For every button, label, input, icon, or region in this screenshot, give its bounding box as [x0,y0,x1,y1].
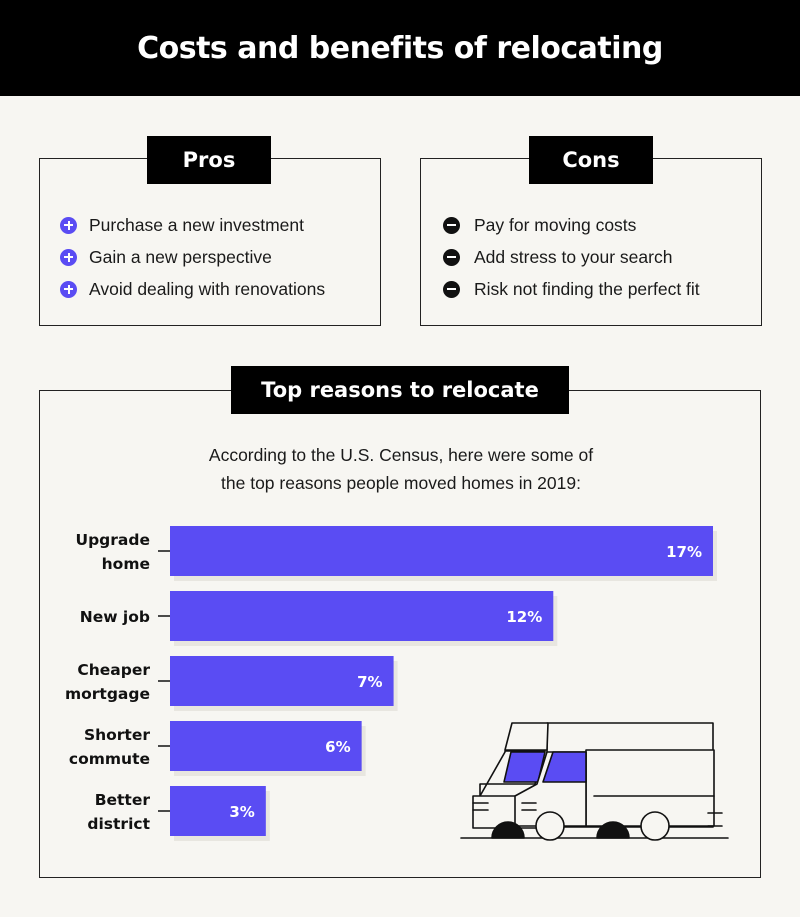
cons-item-label: Add stress to your search [474,246,673,267]
pros-item-label: Gain a new perspective [89,246,272,267]
value-label: 7% [357,673,382,691]
category-label: home [102,555,150,573]
cons-item-label: Risk not finding the perfect fit [474,278,700,299]
category-label: district [87,815,150,833]
cons-list: Pay for moving costs Add stress to your … [443,209,700,305]
pros-panel: Purchase a new investment Gain a new per… [39,158,381,326]
bar [170,526,713,576]
pros-item-label: Purchase a new investment [89,214,304,235]
minus-circle-icon [443,248,460,266]
minus-circle-icon [443,280,460,298]
category-label: commute [69,750,150,768]
reasons-intro: According to the U.S. Census, here were … [40,441,762,497]
category-label: New job [80,608,150,626]
category-label: Better [95,791,151,809]
pros-heading: Pros [147,136,271,184]
cons-item-label: Pay for moving costs [474,214,637,235]
pros-list: Purchase a new investment Gain a new per… [60,209,325,305]
cons-heading: Cons [529,136,653,184]
category-label: Shorter [84,726,150,744]
plus-circle-icon [60,248,77,266]
plus-circle-icon [60,216,77,234]
pros-item-label: Avoid dealing with renovations [89,278,326,299]
list-item: Pay for moving costs [443,209,700,241]
reasons-heading: Top reasons to relocate [231,366,569,414]
list-item: Risk not finding the perfect fit [443,273,700,305]
intro-line: According to the U.S. Census, here were … [208,445,594,465]
list-item: Add stress to your search [443,241,700,273]
page-header: Costs and benefits of relocating [0,0,800,96]
list-item: Purchase a new investment [60,209,325,241]
page-title: Costs and benefits of relocating [137,30,663,66]
value-label: 17% [666,543,702,561]
moving-truck-icon [460,722,729,841]
minus-circle-icon [443,216,460,234]
cons-panel: Pay for moving costs Add stress to your … [420,158,762,326]
list-item: Avoid dealing with renovations [60,273,325,305]
bar [170,656,394,706]
value-label: 3% [229,803,254,821]
intro-line: the top reasons people moved homes in 20… [221,473,581,493]
bar [170,786,266,836]
value-label: 6% [325,738,350,756]
bar [170,591,554,641]
plus-circle-icon [60,280,77,298]
category-label: mortgage [65,685,150,703]
list-item: Gain a new perspective [60,241,325,273]
value-label: 12% [506,608,542,626]
category-label: Upgrade [76,531,151,549]
bar [170,721,362,771]
category-label: Cheaper [77,661,150,679]
